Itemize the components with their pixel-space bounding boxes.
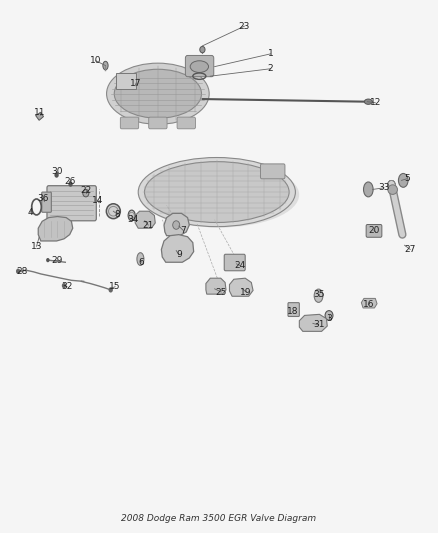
Circle shape [200, 46, 205, 53]
Polygon shape [35, 112, 43, 120]
FancyBboxPatch shape [116, 73, 136, 89]
Text: 20: 20 [368, 226, 380, 235]
Ellipse shape [106, 63, 209, 124]
FancyBboxPatch shape [120, 117, 139, 129]
FancyBboxPatch shape [288, 303, 299, 317]
Text: 32: 32 [61, 282, 73, 291]
Circle shape [109, 287, 113, 293]
Ellipse shape [314, 289, 323, 302]
Ellipse shape [128, 210, 135, 221]
FancyBboxPatch shape [149, 117, 167, 129]
Text: 13: 13 [31, 242, 42, 251]
Text: 28: 28 [16, 268, 27, 276]
Ellipse shape [364, 182, 373, 197]
Text: 16: 16 [363, 300, 374, 309]
Text: 25: 25 [215, 287, 227, 296]
Text: 26: 26 [64, 177, 75, 186]
Text: 11: 11 [34, 108, 46, 117]
Polygon shape [38, 216, 73, 241]
FancyBboxPatch shape [47, 185, 96, 221]
Ellipse shape [399, 173, 408, 187]
Polygon shape [299, 314, 327, 332]
Circle shape [46, 258, 49, 262]
Ellipse shape [114, 69, 201, 118]
Text: 29: 29 [51, 256, 62, 264]
Ellipse shape [138, 158, 295, 227]
Circle shape [62, 283, 66, 288]
Text: 15: 15 [110, 282, 121, 291]
Text: 19: 19 [240, 287, 252, 296]
Text: 3: 3 [326, 314, 332, 323]
Text: 27: 27 [405, 245, 416, 254]
FancyBboxPatch shape [366, 224, 382, 237]
Ellipse shape [103, 61, 108, 70]
FancyBboxPatch shape [177, 117, 195, 129]
Text: 30: 30 [51, 167, 62, 176]
Text: 2: 2 [268, 64, 273, 73]
Text: 7: 7 [180, 226, 186, 235]
Text: 4: 4 [28, 208, 33, 217]
Text: 23: 23 [239, 22, 250, 31]
Polygon shape [164, 213, 189, 236]
Text: 12: 12 [370, 98, 381, 107]
Text: 5: 5 [404, 174, 410, 183]
Text: 9: 9 [176, 251, 182, 260]
Circle shape [325, 311, 333, 320]
Ellipse shape [139, 162, 299, 228]
Ellipse shape [145, 161, 289, 222]
Text: 34: 34 [127, 215, 138, 224]
FancyBboxPatch shape [261, 164, 285, 179]
Circle shape [83, 189, 89, 197]
Text: 1: 1 [268, 50, 273, 58]
Circle shape [54, 172, 59, 177]
Circle shape [16, 269, 20, 274]
Text: 6: 6 [138, 258, 144, 266]
FancyBboxPatch shape [185, 55, 214, 77]
FancyBboxPatch shape [224, 254, 245, 271]
Ellipse shape [106, 204, 120, 219]
Polygon shape [230, 278, 253, 296]
Ellipse shape [190, 61, 208, 72]
Text: 2008 Dodge Ram 3500 EGR Valve Diagram: 2008 Dodge Ram 3500 EGR Valve Diagram [121, 514, 317, 523]
Text: 35: 35 [313, 289, 324, 298]
Text: 31: 31 [313, 320, 324, 329]
Polygon shape [135, 211, 155, 228]
Polygon shape [161, 235, 194, 262]
Text: 17: 17 [130, 78, 142, 87]
Text: 18: 18 [286, 307, 298, 316]
FancyBboxPatch shape [42, 192, 51, 212]
Ellipse shape [388, 185, 397, 195]
Polygon shape [206, 278, 226, 294]
Ellipse shape [364, 99, 372, 104]
Circle shape [173, 221, 180, 229]
Text: 14: 14 [92, 196, 103, 205]
Ellipse shape [137, 253, 144, 265]
Text: 36: 36 [38, 194, 49, 203]
Circle shape [68, 181, 73, 187]
Text: 22: 22 [80, 186, 92, 195]
Text: 10: 10 [90, 56, 102, 65]
Polygon shape [361, 298, 377, 308]
Text: 24: 24 [234, 261, 246, 270]
Text: 8: 8 [115, 210, 120, 219]
Text: 21: 21 [143, 221, 154, 230]
Text: 33: 33 [378, 183, 390, 192]
